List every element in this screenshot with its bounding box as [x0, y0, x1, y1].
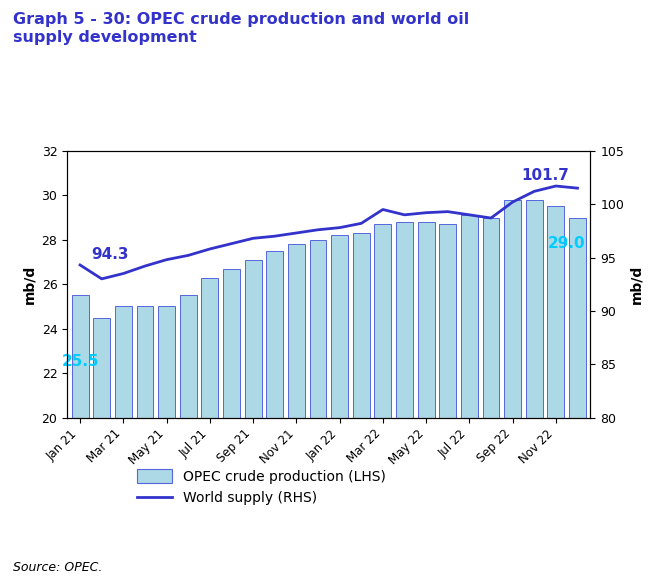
Bar [223, 269, 240, 580]
Text: 101.7: 101.7 [521, 168, 569, 183]
Bar [245, 260, 262, 580]
Bar [396, 222, 413, 580]
Bar [374, 224, 391, 580]
Bar [440, 224, 456, 580]
Bar [72, 295, 89, 580]
Y-axis label: mb/d: mb/d [629, 264, 643, 304]
Bar [417, 222, 435, 580]
Bar [526, 200, 543, 580]
Bar [331, 235, 348, 580]
Bar [309, 240, 326, 580]
Bar [115, 306, 132, 580]
Bar [158, 306, 175, 580]
Bar [569, 218, 586, 580]
Text: Graph 5 - 30: OPEC crude production and world oil
supply development: Graph 5 - 30: OPEC crude production and … [13, 12, 470, 45]
Text: 94.3: 94.3 [91, 246, 128, 262]
Bar [504, 200, 521, 580]
Bar [353, 233, 370, 580]
Legend: OPEC crude production (LHS), World supply (RHS): OPEC crude production (LHS), World suppl… [137, 469, 386, 506]
Bar [548, 206, 564, 580]
Bar [266, 251, 283, 580]
Bar [180, 295, 197, 580]
Bar [288, 244, 305, 580]
Text: 25.5: 25.5 [61, 354, 99, 369]
Bar [136, 306, 154, 580]
Bar [201, 277, 218, 580]
Text: Source: OPEC.: Source: OPEC. [13, 561, 103, 574]
Y-axis label: mb/d: mb/d [22, 264, 36, 304]
Bar [93, 318, 110, 580]
Bar [482, 218, 499, 580]
Text: 29.0: 29.0 [548, 236, 586, 251]
Bar [461, 215, 478, 580]
